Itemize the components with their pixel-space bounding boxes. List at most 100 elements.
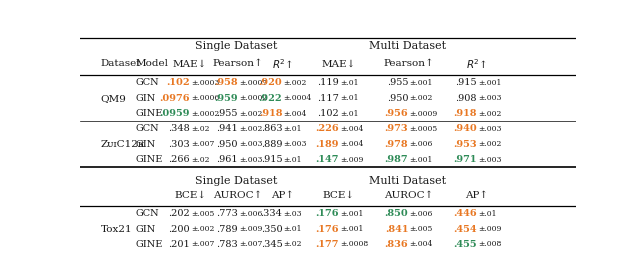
Text: ±.001: ±.001 (340, 225, 364, 233)
Text: ±.007: ±.007 (191, 240, 214, 248)
Text: ±.002: ±.002 (284, 79, 307, 87)
Text: .953: .953 (453, 140, 477, 149)
Text: BCE↓: BCE↓ (323, 191, 355, 200)
Text: ±.004: ±.004 (340, 140, 364, 148)
Text: .915: .915 (455, 78, 477, 87)
Text: .922: .922 (259, 94, 282, 103)
Text: MAE↓: MAE↓ (322, 59, 356, 68)
Text: GINE: GINE (136, 109, 163, 118)
Text: .266: .266 (168, 155, 190, 164)
Text: .950: .950 (216, 140, 237, 149)
Text: ±.0005: ±.0005 (410, 125, 438, 133)
Text: ±.0006: ±.0006 (191, 94, 220, 102)
Text: .0976: .0976 (159, 94, 190, 103)
Text: .889: .889 (261, 140, 282, 149)
Text: .202: .202 (168, 209, 190, 218)
Text: .941: .941 (216, 124, 237, 133)
Text: .350: .350 (260, 225, 282, 234)
Text: .117: .117 (317, 94, 339, 103)
Text: .119: .119 (317, 78, 339, 87)
Text: .908: .908 (455, 94, 477, 103)
Text: Tox21: Tox21 (101, 225, 132, 234)
Text: ±.001: ±.001 (410, 79, 433, 87)
Text: .189: .189 (316, 140, 339, 149)
Text: .955: .955 (387, 78, 408, 87)
Text: .334: .334 (260, 209, 282, 218)
Text: .841: .841 (385, 225, 408, 234)
Text: GCN: GCN (136, 124, 159, 133)
Text: ±.006: ±.006 (239, 210, 262, 218)
Text: AP↑: AP↑ (465, 191, 488, 200)
Text: AP↑: AP↑ (271, 191, 294, 200)
Text: .147: .147 (316, 155, 339, 164)
Text: ±.006: ±.006 (410, 210, 433, 218)
Text: ±.0003: ±.0003 (191, 79, 220, 87)
Text: ±.0008: ±.0008 (340, 240, 368, 248)
Text: ±.009: ±.009 (340, 156, 364, 164)
Text: GCN: GCN (136, 78, 159, 87)
Text: ±.01: ±.01 (340, 79, 358, 87)
Text: GIN: GIN (136, 140, 156, 149)
Text: ±.0009: ±.0009 (410, 110, 438, 118)
Text: ±.003: ±.003 (284, 140, 307, 148)
Text: Dataset: Dataset (101, 59, 141, 68)
Text: $R^2$↑: $R^2$↑ (272, 57, 293, 71)
Text: .915: .915 (260, 155, 282, 164)
Text: Pearson↑: Pearson↑ (212, 59, 263, 68)
Text: Multi Dataset: Multi Dataset (369, 176, 447, 186)
Text: QM9: QM9 (101, 94, 127, 103)
Text: ±.004: ±.004 (340, 125, 364, 133)
Text: ±.003: ±.003 (239, 140, 262, 148)
Text: ±.01: ±.01 (284, 225, 302, 233)
Text: .918: .918 (259, 109, 282, 118)
Text: ±.01: ±.01 (478, 210, 496, 218)
Text: .940: .940 (453, 124, 477, 133)
Text: Pearson↑: Pearson↑ (383, 59, 434, 68)
Text: ±.009: ±.009 (478, 225, 501, 233)
Text: .920: .920 (259, 78, 282, 87)
Text: ±.01: ±.01 (340, 94, 358, 102)
Text: .446: .446 (453, 209, 477, 218)
Text: ±.003: ±.003 (478, 94, 501, 102)
Text: ±.0002: ±.0002 (239, 94, 267, 102)
Text: .455: .455 (453, 240, 477, 249)
Text: .973: .973 (385, 124, 408, 133)
Text: .783: .783 (216, 240, 237, 249)
Text: ±.007: ±.007 (191, 140, 214, 148)
Text: .345: .345 (260, 240, 282, 249)
Text: ±.004: ±.004 (284, 110, 307, 118)
Text: .987: .987 (385, 155, 408, 164)
Text: .303: .303 (168, 140, 190, 149)
Text: .0959: .0959 (159, 109, 190, 118)
Text: .102: .102 (317, 109, 339, 118)
Text: .201: .201 (168, 240, 190, 249)
Text: Single Dataset: Single Dataset (195, 41, 277, 51)
Text: .773: .773 (216, 209, 237, 218)
Text: ±.0002: ±.0002 (191, 110, 220, 118)
Text: GCN: GCN (136, 209, 159, 218)
Text: ±.002: ±.002 (410, 94, 433, 102)
Text: .978: .978 (385, 140, 408, 149)
Text: .961: .961 (216, 155, 237, 164)
Text: ±.02: ±.02 (191, 125, 210, 133)
Text: .176: .176 (316, 209, 339, 218)
Text: .226: .226 (316, 124, 339, 133)
Text: ±.003: ±.003 (478, 125, 501, 133)
Text: ZᴜɪC12ᴋ: ZᴜɪC12ᴋ (101, 140, 145, 149)
Text: .950: .950 (387, 94, 408, 103)
Text: ±.009: ±.009 (239, 225, 262, 233)
Text: ±.001: ±.001 (410, 156, 433, 164)
Text: .971: .971 (453, 155, 477, 164)
Text: .955: .955 (216, 109, 237, 118)
Text: ±.002: ±.002 (239, 125, 262, 133)
Text: Single Dataset: Single Dataset (195, 176, 277, 186)
Text: ±.001: ±.001 (340, 210, 364, 218)
Text: ±.006: ±.006 (410, 140, 433, 148)
Text: GINE: GINE (136, 155, 163, 164)
Text: $R^2$↑: $R^2$↑ (466, 57, 488, 71)
Text: .102: .102 (166, 78, 190, 87)
Text: ±.0007: ±.0007 (239, 79, 267, 87)
Text: ±.007: ±.007 (239, 240, 262, 248)
Text: ±.005: ±.005 (191, 210, 214, 218)
Text: GINE: GINE (136, 240, 163, 249)
